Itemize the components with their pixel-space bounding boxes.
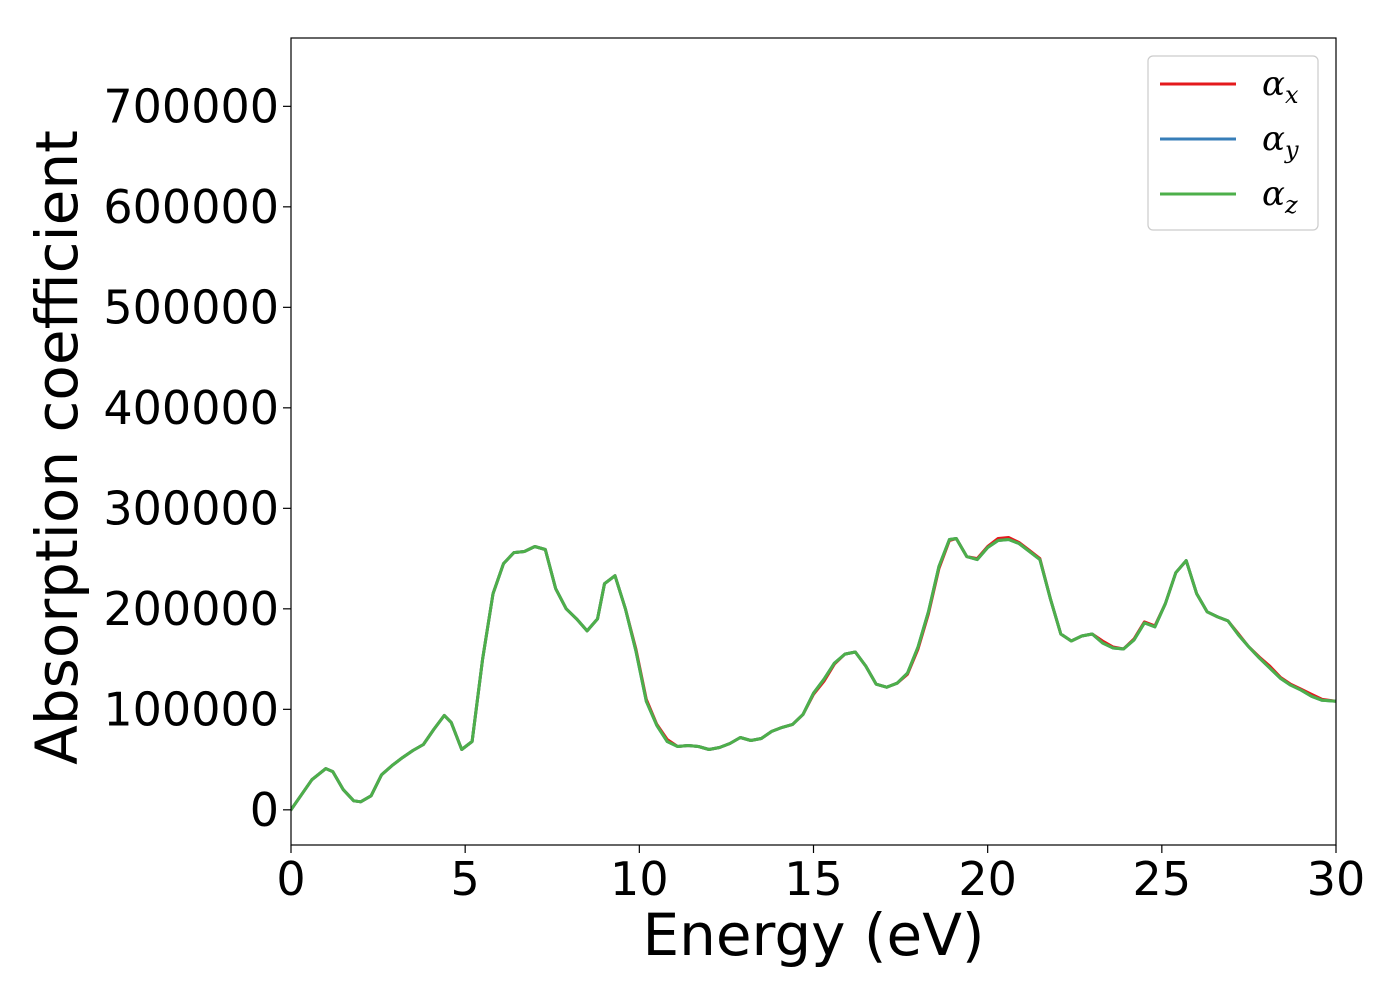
y-axis-title: Absorption coefficient	[23, 130, 91, 765]
legend-label-z: αz	[1262, 174, 1298, 219]
legend-subscript: z	[1284, 191, 1298, 219]
y-tick-label: 300000	[103, 481, 279, 535]
legend-symbol: α	[1262, 64, 1285, 104]
legend-box	[1147, 55, 1319, 231]
series-line-y	[291, 537, 1336, 812]
x-tick-label: 5	[451, 852, 480, 906]
legend-subscript: x	[1285, 81, 1299, 109]
legend-symbol: α	[1262, 174, 1285, 214]
y-tick-label: 500000	[103, 280, 279, 334]
x-axis-title: Energy (eV)	[642, 901, 984, 969]
series-line-x	[291, 536, 1336, 812]
x-tick-label: 20	[958, 852, 1017, 906]
series-layer	[291, 536, 1336, 812]
x-tick-label: 25	[1133, 852, 1192, 906]
legend-subscript: y	[1284, 136, 1299, 164]
x-axis-ticks: 0 5 10 15 20 25 30	[276, 845, 1365, 906]
x-tick-label: 0	[276, 852, 305, 906]
series-line-z	[291, 537, 1336, 812]
y-tick-label: 200000	[103, 582, 279, 636]
y-axis-ticks: 0 100000 200000 300000 400000 500000 600000 700…	[103, 79, 291, 837]
x-tick-label: 30	[1307, 852, 1366, 906]
y-tick-label: 100000	[103, 682, 279, 736]
y-tick-label: 600000	[103, 180, 279, 234]
legend-label-y: αy	[1262, 119, 1299, 164]
legend-symbol: α	[1262, 119, 1285, 159]
y-tick-label: 700000	[103, 79, 279, 133]
y-tick-label: 0	[250, 783, 279, 837]
y-tick-label: 400000	[103, 381, 279, 435]
x-tick-label: 15	[784, 852, 843, 906]
legend-label-x: αx	[1262, 64, 1299, 109]
x-tick-label: 10	[610, 852, 669, 906]
